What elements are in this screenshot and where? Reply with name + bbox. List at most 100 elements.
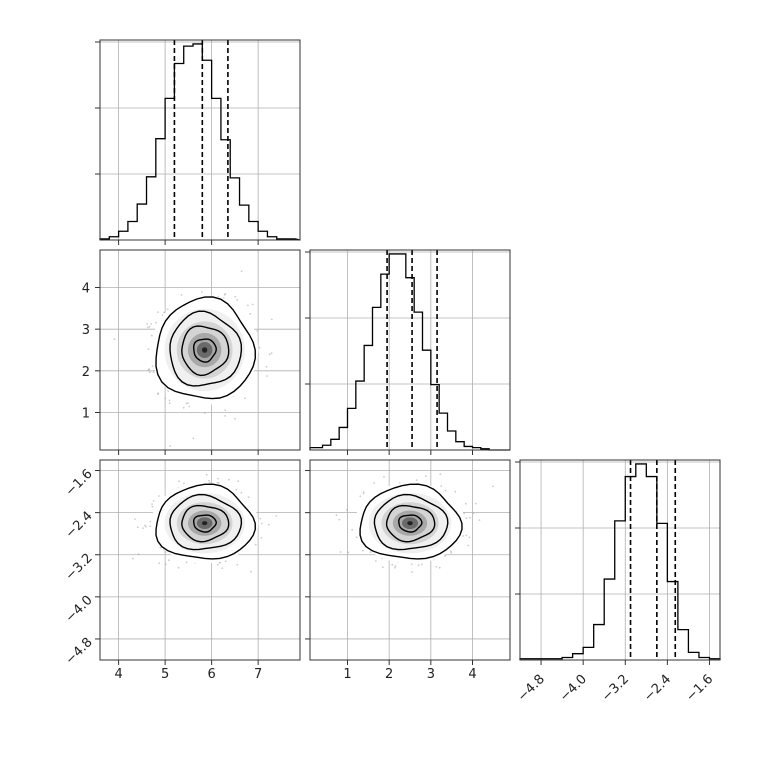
scatter-point <box>362 491 365 493</box>
scatter-point <box>381 566 384 569</box>
histogram-panel-frame <box>309 249 511 451</box>
scatter-point <box>185 561 188 564</box>
scatter-point <box>236 563 239 566</box>
scatter-point <box>254 543 257 546</box>
scatter-point <box>132 557 134 560</box>
scatter-point <box>144 524 146 527</box>
contour-line <box>193 338 217 363</box>
contour-line <box>181 504 230 543</box>
histogram-panel-frame <box>99 39 301 241</box>
scatter-point <box>217 482 220 484</box>
scatter-point <box>156 311 159 313</box>
scatter-point <box>421 563 423 566</box>
scatter-point <box>237 480 240 483</box>
scatter-point <box>147 369 150 371</box>
histogram-step <box>99 43 301 241</box>
density-panel <box>335 473 494 573</box>
scatter-point <box>145 525 147 528</box>
scatter-point <box>462 535 465 537</box>
scatter-point <box>158 562 161 565</box>
density-level <box>201 521 208 526</box>
scatter-point <box>444 555 447 557</box>
contour-line <box>385 504 436 543</box>
scatter-point <box>369 551 372 553</box>
y-tick-label: 1 <box>82 407 90 422</box>
scatter-point <box>464 502 467 505</box>
scatter-point <box>217 477 220 480</box>
scatter-point <box>147 348 150 350</box>
y-tick-label: −3.2 <box>63 551 96 584</box>
scatter-point <box>259 517 262 520</box>
scatter-point <box>187 402 189 404</box>
contour-line <box>398 514 423 533</box>
scatter-point <box>178 480 180 483</box>
scatter-point <box>180 294 183 296</box>
scatter-point <box>150 334 153 337</box>
scatter-point <box>146 323 149 325</box>
scatter-point <box>492 485 494 488</box>
scatter-point <box>383 476 385 478</box>
scatter-point <box>339 551 342 553</box>
density-level <box>407 521 413 526</box>
scatter-point <box>158 495 160 497</box>
scatter-point <box>152 500 155 502</box>
density-level <box>201 347 208 353</box>
y-tick-label: −4.0 <box>63 593 96 626</box>
contour-line <box>155 296 257 400</box>
scatter-point <box>219 562 221 564</box>
contour-line <box>169 310 243 387</box>
density-panel-frame <box>309 459 511 661</box>
x-tick-label: 4 <box>468 667 476 682</box>
scatter-point <box>468 536 471 539</box>
x-tick-label: 6 <box>207 667 215 682</box>
scatter-point <box>444 489 447 492</box>
scatter-point <box>270 318 273 321</box>
scatter-point <box>208 479 210 482</box>
density-panel <box>113 270 273 447</box>
scatter-point <box>148 325 151 328</box>
scatter-point <box>142 527 144 529</box>
histogram-panel-frame <box>519 459 721 661</box>
scatter-point <box>266 375 268 377</box>
scatter-point <box>260 522 263 525</box>
scatter-point <box>247 496 250 499</box>
scatter-point <box>435 565 438 568</box>
scatter-point <box>155 321 157 324</box>
scatter-point <box>183 482 185 485</box>
y-tick-label: 2 <box>82 365 90 380</box>
scatter-point <box>415 479 418 481</box>
contour-line <box>181 325 230 377</box>
scatter-point <box>394 566 396 569</box>
scatter-point <box>182 406 185 409</box>
density-panel-frame <box>99 459 301 661</box>
scatter-point <box>260 537 263 539</box>
x-tick-label: −3.2 <box>599 672 632 705</box>
scatter-point <box>394 565 397 567</box>
y-tick-label: −4.8 <box>63 635 96 668</box>
x-tick-label: −4.0 <box>557 672 590 705</box>
scatter-point <box>373 482 375 484</box>
scatter-point <box>249 312 252 315</box>
x-tick-label: −1.6 <box>683 672 716 705</box>
scatter-point <box>152 371 155 373</box>
scatter-point <box>236 299 239 301</box>
contour-line <box>359 483 463 560</box>
scatter-point <box>438 566 441 569</box>
y-tick-label: −2.4 <box>63 509 96 542</box>
scatter-point <box>359 495 362 498</box>
scatter-point <box>469 516 471 519</box>
scatter-point <box>177 566 180 569</box>
scatter-point <box>265 365 268 368</box>
scatter-point <box>149 371 151 374</box>
scatter-point <box>355 536 358 538</box>
scatter-point <box>362 492 365 495</box>
scatter-point <box>192 437 195 440</box>
x-tick-label: 4 <box>114 667 122 682</box>
scatter-point <box>465 517 468 520</box>
x-tick-label: 1 <box>343 667 351 682</box>
scatter-point <box>411 571 413 573</box>
scatter-point <box>149 525 152 527</box>
scatter-point <box>151 365 154 368</box>
scatter-point <box>168 559 170 562</box>
